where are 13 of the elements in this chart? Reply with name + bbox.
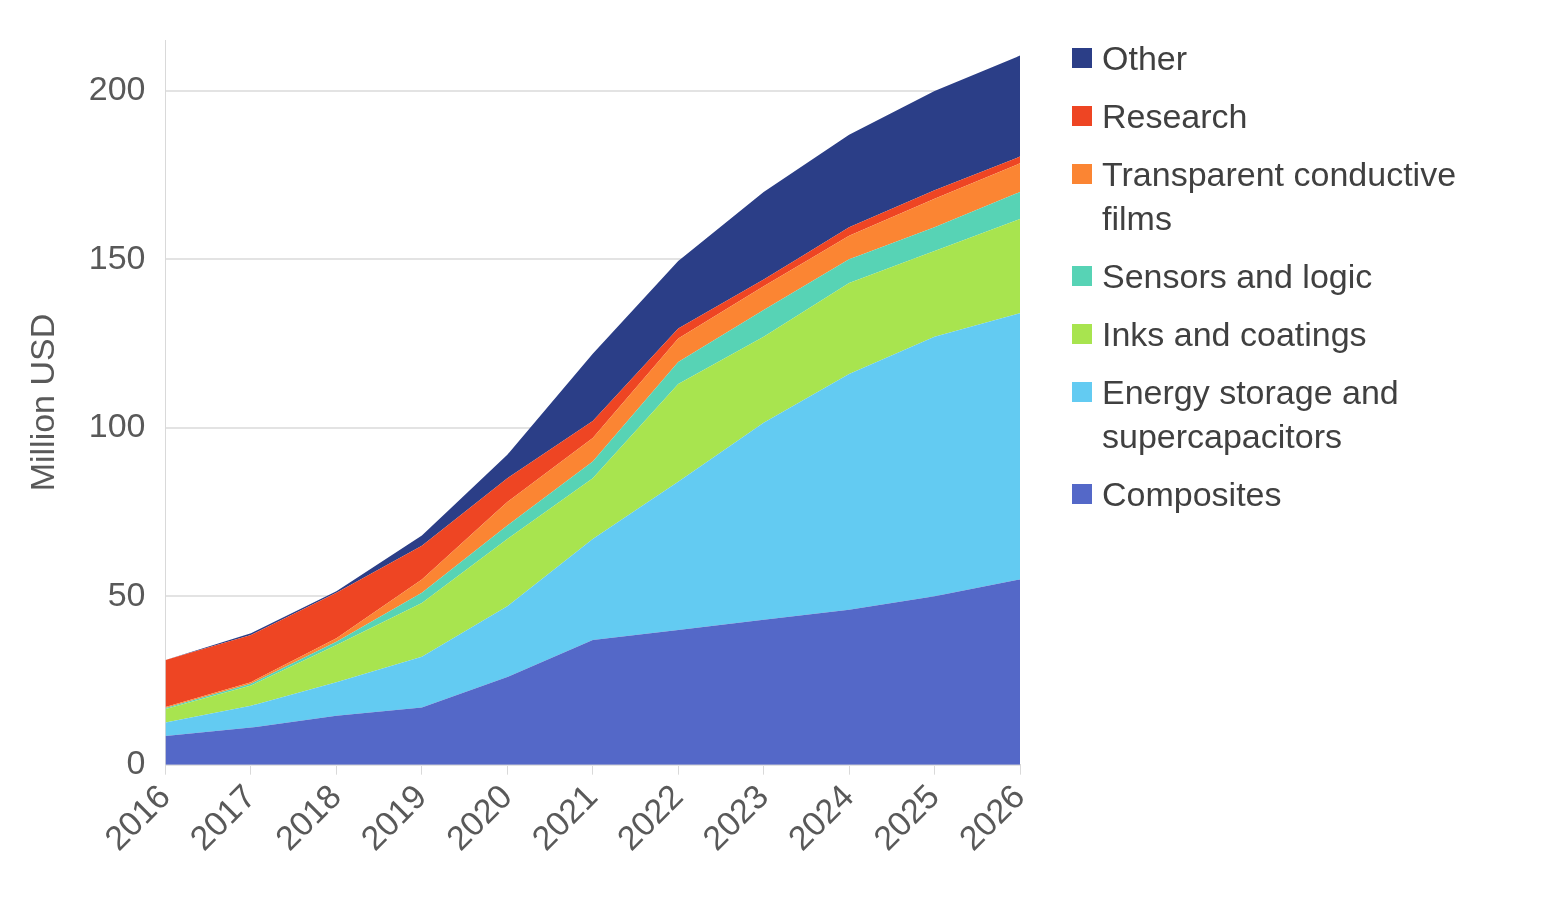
- legend-label: Composites: [1102, 474, 1282, 515]
- legend-label: Research: [1102, 96, 1248, 137]
- legend-label: Inks and coatings: [1102, 314, 1367, 355]
- y-axis-title: Million USD: [22, 313, 61, 492]
- legend-label: Energy storage and supercapacitors: [1102, 372, 1400, 457]
- y-tick-label: 150: [88, 237, 146, 276]
- y-tick-label: 50: [107, 574, 146, 613]
- legend-label: Sensors and logic: [1102, 256, 1373, 297]
- y-tick-label: 0: [126, 743, 146, 782]
- legend-label: Transparent conductive films: [1102, 154, 1458, 239]
- legend-label: Other: [1102, 38, 1188, 79]
- y-tick-label: 100: [88, 406, 146, 445]
- y-tick-label: 200: [88, 69, 146, 108]
